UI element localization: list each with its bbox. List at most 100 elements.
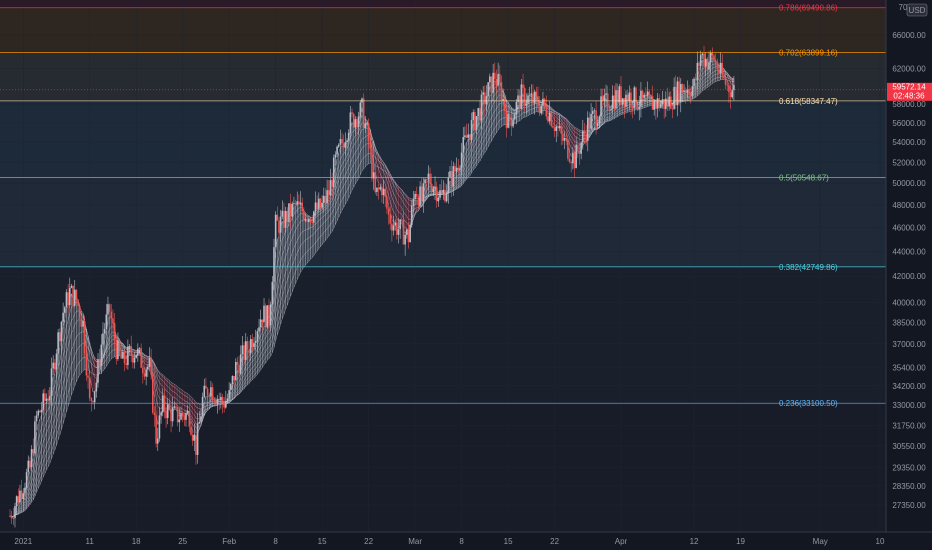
x-axis[interactable]: 2021 11 18 25 Feb 8 15 22 Mar 8 15 22 Apr 12 19 May 10 [14,537,885,546]
candle-body [538,106,541,114]
candle-body [391,223,393,231]
y-tick-label: 52000.00 [892,158,926,167]
candle-body [655,101,657,109]
y-tick-label: 31750.00 [892,421,926,430]
candle-body [440,190,443,193]
candle-body [223,404,225,408]
candle-body [454,166,456,172]
y-tick-label: 42000.00 [892,272,926,281]
candle-body [147,366,149,370]
candle-body [331,180,333,187]
candle-body [70,285,73,288]
candle-body [178,419,181,423]
candle-body [248,350,250,354]
currency-badge[interactable]: USD [906,3,928,17]
candle-body [173,406,176,408]
candle-body [660,103,662,108]
y-tick-label: 27350.00 [892,501,926,510]
candle-body [319,198,322,208]
x-tick-label: 25 [178,537,187,546]
candle-body [185,413,187,420]
candle-body [278,220,280,233]
candle-body [503,98,506,112]
candle-body [351,112,353,114]
candle-body [477,108,480,116]
candle-body [32,449,35,454]
candle-body [40,409,43,413]
x-tick-label: 10 [876,537,885,546]
candle-body [123,351,126,364]
candle-body [487,82,489,97]
x-tick-label: 12 [690,537,699,546]
candle-body [553,127,556,132]
candle-body [588,117,591,129]
candle-body [410,205,413,225]
candle-body [626,94,629,102]
candle-body [103,328,106,334]
candle-body [671,108,674,110]
candle-body [332,157,335,187]
candle-body [377,187,380,190]
candle-body [359,102,362,117]
candle-body [306,219,308,223]
candle-body [263,305,265,322]
x-tick-label: 15 [504,537,513,546]
candle-body [704,58,707,67]
candle-body [698,62,700,66]
candle-body [582,131,584,143]
candle-body [188,410,191,427]
candle-body [593,110,596,112]
candle-body [633,87,636,108]
candle-body [322,195,325,203]
candle-body [719,62,722,74]
candle-body [392,225,395,231]
candle-body [713,55,715,61]
candle-body [562,133,564,141]
x-tick-label: Feb [222,537,236,546]
y-tick-label: 44000.00 [892,247,926,256]
candle-body [208,395,211,397]
candle-body [62,312,64,322]
candle-body [412,198,415,206]
candle-body [548,112,551,122]
candle-body [560,125,563,134]
y-axis[interactable]: 66000.00 62000.00 58000.00 56000.00 54000.00… [892,31,926,510]
candle-body [357,116,360,127]
candle-body [563,137,566,141]
candle-body [674,86,677,106]
candle-body [641,90,644,98]
candle-body [583,131,586,134]
candle-body [67,292,69,306]
candle-body [171,407,174,422]
candle-body [665,98,667,109]
candle-body [52,362,54,369]
candle-body [35,415,38,422]
candle-body [221,396,224,405]
candle-body [334,154,337,158]
candle-body [648,91,651,95]
candle-body [543,98,546,106]
candle-body [308,218,310,223]
candle-body [591,111,594,114]
candle-body [65,292,68,308]
candle-body [271,281,274,305]
candle-body [125,363,128,365]
candle-body [409,224,411,243]
candle-body [102,333,104,345]
candle-body [279,216,282,233]
candle-body [620,86,622,105]
candle-body [523,88,526,106]
x-tick-label: May [813,537,828,546]
candle-body [515,102,518,115]
candle-body [198,421,201,424]
candle-body [352,113,355,128]
candle-body [60,321,63,342]
candle-body [156,438,159,444]
fib-label: 0.702(63899.16) [779,48,838,57]
candle-body [140,348,142,368]
candle-body [113,323,116,341]
candle-body [24,487,26,494]
candle-body [313,211,315,223]
candle-body [148,358,151,367]
